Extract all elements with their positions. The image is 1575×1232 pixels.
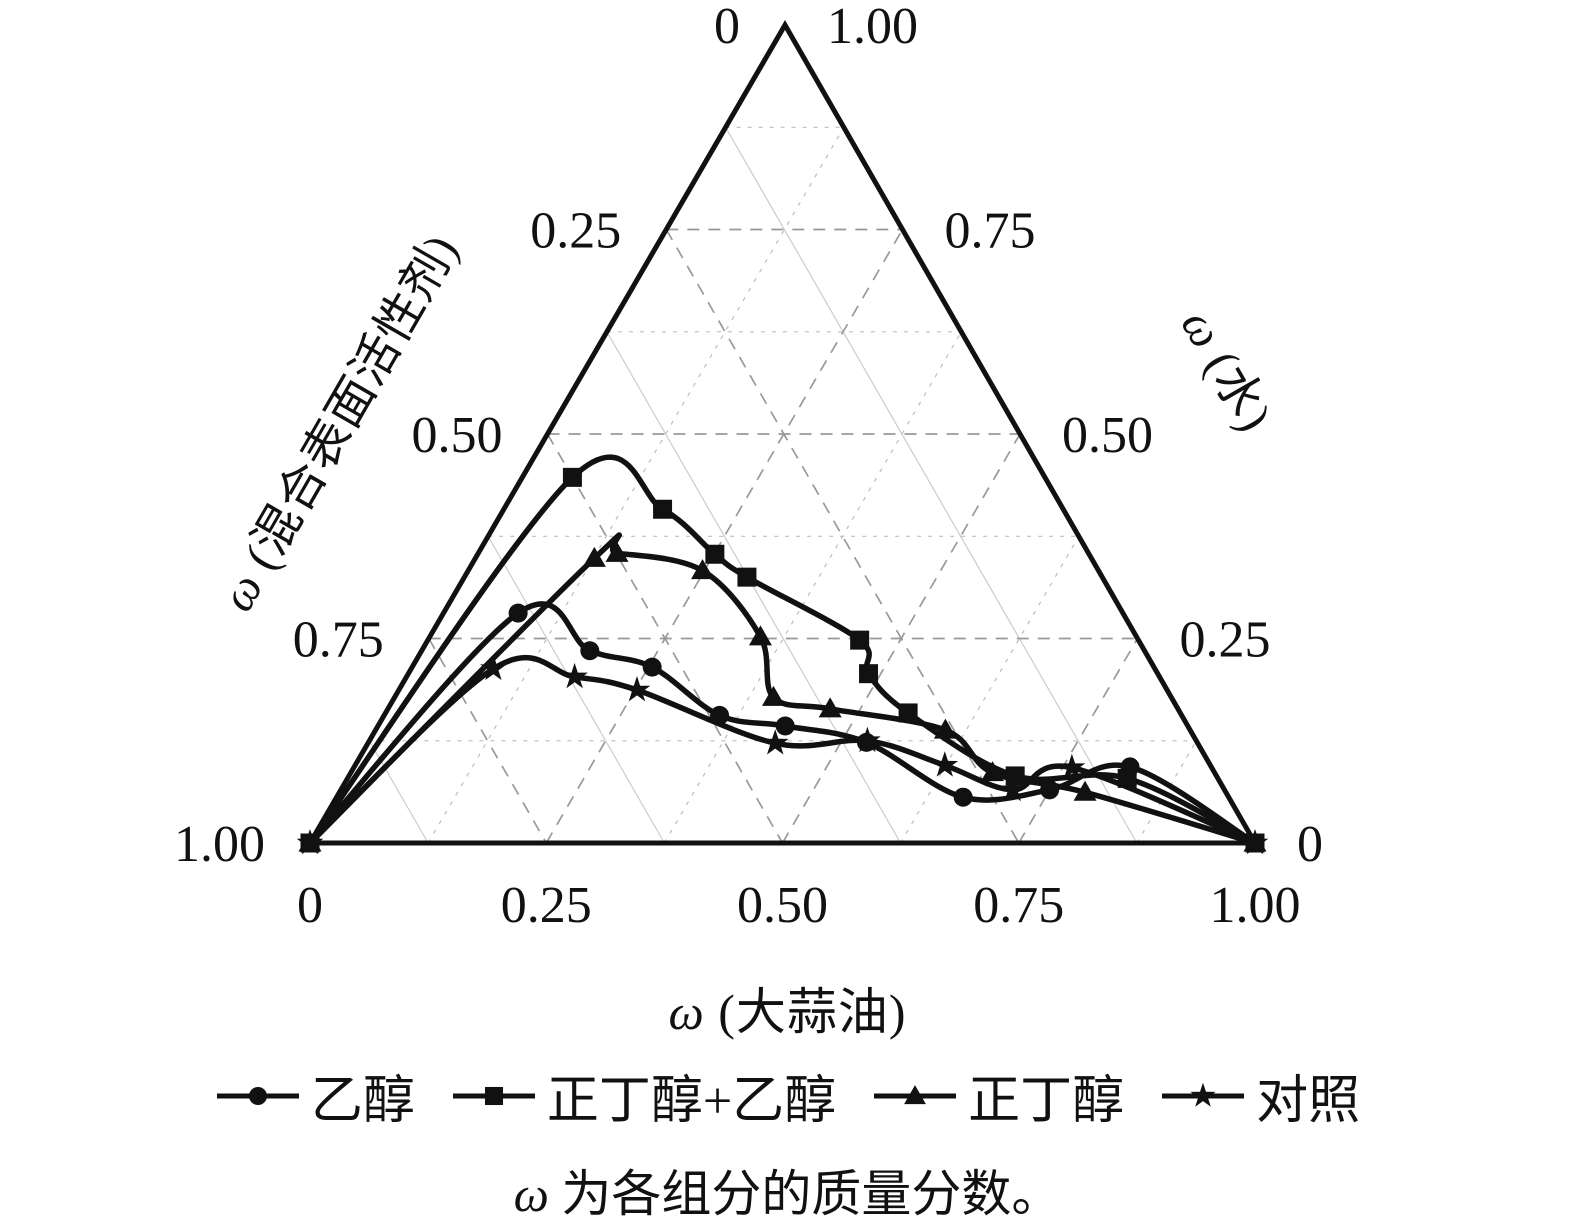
- star-marker: [296, 829, 324, 855]
- circle-marker: [580, 641, 600, 661]
- triangle-marker: [933, 718, 957, 739]
- left-tick-label: 1.00: [174, 816, 265, 873]
- triangle-marker: [761, 685, 785, 706]
- figure-caption: ω 为各组分的质量分数。: [513, 1166, 1062, 1222]
- triangle-marker: [818, 697, 842, 718]
- legend-item-butanol-ethanol: 正丁醇+乙醇: [451, 1058, 836, 1133]
- circle-marker: [642, 657, 662, 677]
- legend-item-label: 正丁醇+乙醇: [546, 1073, 837, 1130]
- right-tick-label: 0: [1297, 816, 1323, 873]
- square-marker: [859, 664, 879, 684]
- star-marker: [1058, 753, 1086, 780]
- star-marker: [931, 751, 959, 777]
- star-marker: [561, 662, 588, 689]
- circle-marker: [508, 603, 528, 623]
- left-tick-label: 0: [714, 0, 740, 55]
- star-marker: [761, 729, 789, 755]
- star-marker: [854, 726, 881, 753]
- square-marker: [562, 467, 582, 487]
- square-marker-icon: [452, 1086, 535, 1105]
- bottom-tick-label: 1.00: [1210, 877, 1301, 934]
- triangle-marker: [691, 559, 715, 580]
- triangle-marker: [981, 761, 1005, 782]
- bottom-tick-label: 0: [297, 877, 323, 934]
- series-line-butanol-ethanol: [307, 454, 1258, 846]
- legend-item-label: 正丁醇: [968, 1073, 1125, 1130]
- bottom-tick-label: 0.75: [973, 877, 1064, 934]
- bottom-tick-label: 0.50: [737, 877, 828, 934]
- square-marker: [850, 630, 870, 650]
- square-marker: [737, 567, 757, 587]
- right-tick-label: 0.50: [1062, 407, 1153, 464]
- left-tick-label: 0.25: [530, 203, 621, 260]
- triangle-marker: [904, 1084, 927, 1104]
- left-tick-label: 0.75: [293, 612, 384, 669]
- right-tick-label: 0.75: [945, 203, 1036, 260]
- bottom-tick-label: 0.25: [501, 877, 592, 934]
- triangle-frame: [305, 20, 1260, 846]
- right-tick-label: 0.25: [1180, 612, 1271, 669]
- square-marker: [705, 544, 725, 564]
- right-tick-label: 1.00: [827, 0, 918, 55]
- legend-item-butanol: 正丁醇: [872, 1058, 1124, 1133]
- bottom-axis-title: ω (大蒜油): [668, 984, 907, 1040]
- legend: 乙醇 正丁醇+乙醇 正丁醇 对照: [0, 1058, 1575, 1133]
- square-marker: [653, 499, 673, 519]
- series-line-control: [307, 654, 1258, 846]
- triangle-marker: [1073, 780, 1097, 801]
- triangle-marker-icon: [874, 1084, 957, 1104]
- star-marker: [999, 775, 1027, 802]
- circle-marker: [248, 1086, 267, 1105]
- star-marker-icon: [1162, 1082, 1245, 1107]
- legend-item-ethanol: 乙醇: [215, 1058, 415, 1133]
- left-axis-ticks: 0 0.25 0.50 0.75 1.00: [174, 0, 740, 873]
- square-marker: [484, 1086, 503, 1105]
- right-axis-ticks: 1.00 0.75 0.50 0.25 0: [827, 0, 1323, 873]
- series-butanol-ethanol: [300, 454, 1265, 853]
- circle-marker-icon: [216, 1086, 299, 1105]
- legend-item-label: 对照: [1256, 1073, 1361, 1130]
- triangle-marker: [605, 541, 629, 562]
- star-marker: [623, 676, 651, 702]
- circle-marker: [775, 716, 795, 736]
- star-marker: [1190, 1082, 1216, 1107]
- star-marker: [480, 654, 507, 681]
- legend-item-control: 对照: [1160, 1058, 1360, 1133]
- triangle-marker: [582, 546, 606, 567]
- star-marker: [1241, 829, 1269, 855]
- left-tick-label: 0.50: [412, 407, 503, 464]
- triangle-marker: [748, 625, 772, 646]
- bottom-axis-ticks: 0 0.25 0.50 0.75 1.00: [297, 877, 1301, 934]
- series-line-butanol: [307, 532, 1258, 846]
- series-butanol: [298, 532, 1267, 852]
- legend-item-label: 乙醇: [310, 1073, 415, 1130]
- grid-minor: [368, 126, 1197, 844]
- circle-marker: [953, 787, 973, 807]
- series-control: [296, 654, 1269, 855]
